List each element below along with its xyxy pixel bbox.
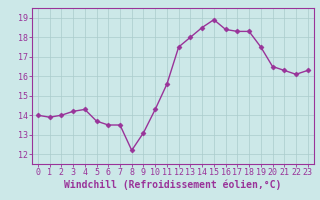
X-axis label: Windchill (Refroidissement éolien,°C): Windchill (Refroidissement éolien,°C) <box>64 180 282 190</box>
